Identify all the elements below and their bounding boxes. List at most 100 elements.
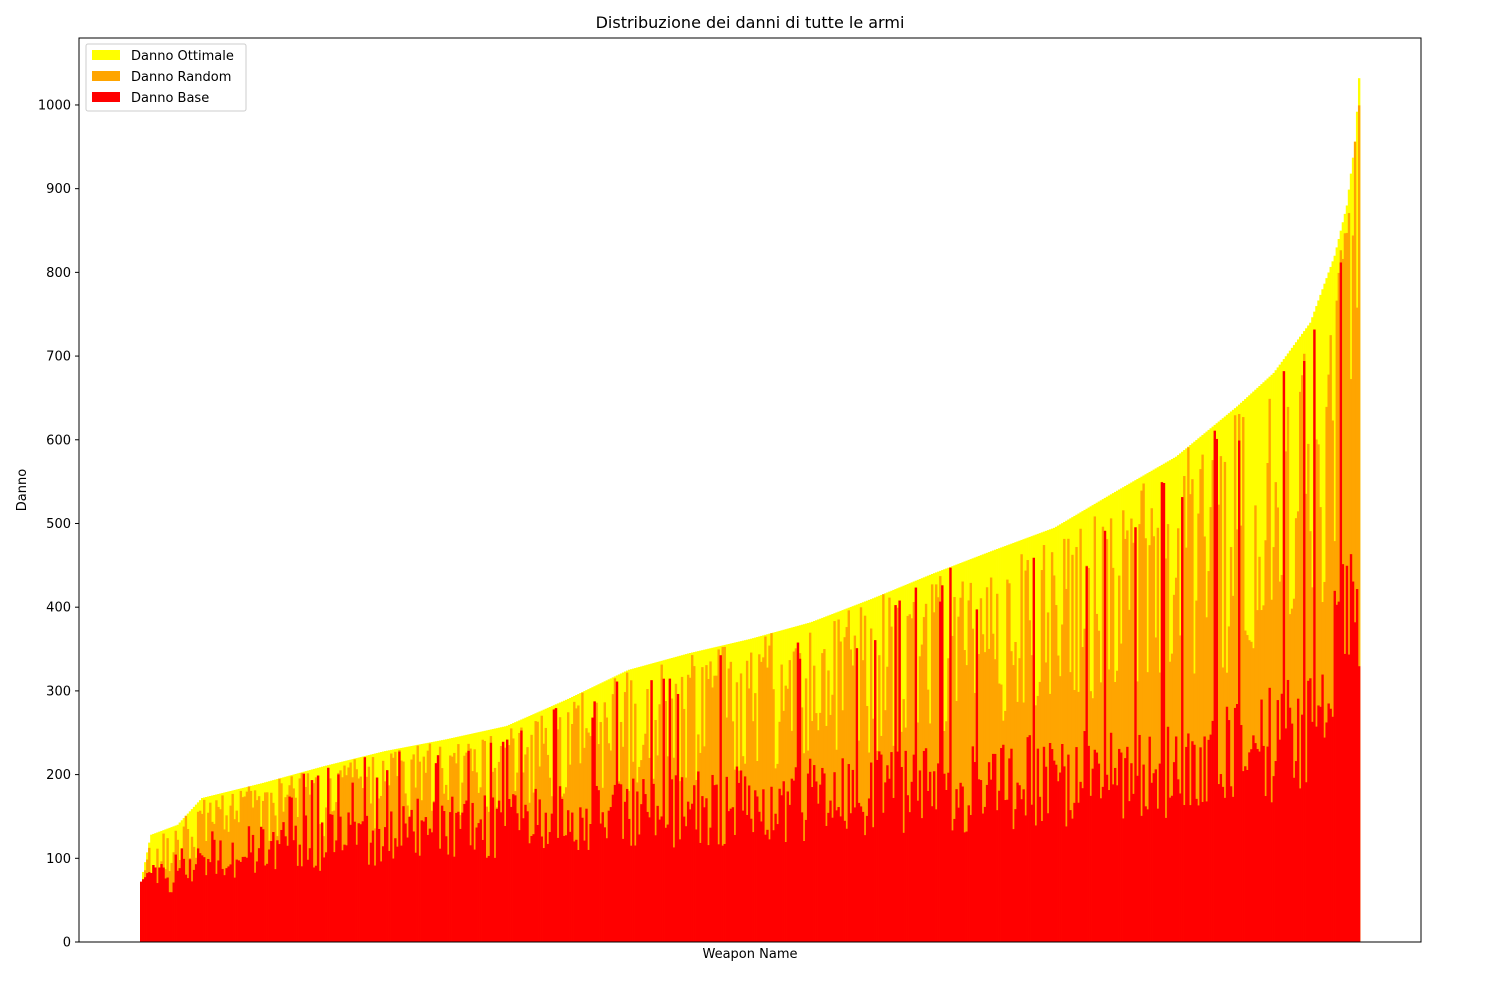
bar-danno-base — [453, 856, 456, 942]
bar-danno-base — [638, 834, 641, 942]
bar-danno-base — [538, 799, 541, 942]
bar-danno-base — [1323, 737, 1326, 942]
bar-danno-base — [1250, 749, 1253, 942]
bar-danno-random — [1142, 483, 1145, 942]
bar-danno-random — [772, 689, 775, 942]
bar-danno-base — [274, 869, 277, 942]
bar-danno-random — [473, 749, 476, 942]
bar-danno-base — [908, 812, 911, 942]
bar-danno-base — [918, 770, 922, 942]
bar-danno-base — [264, 865, 267, 942]
bar-danno-base — [325, 852, 328, 942]
bar-danno-base — [837, 807, 840, 942]
bar-danno-base — [424, 817, 428, 942]
bar-danno-base — [1244, 766, 1247, 942]
bar-danno-random — [1079, 528, 1082, 942]
bar-danno-base — [524, 804, 527, 942]
bar-danno-base — [272, 832, 275, 942]
bar-danno-base — [898, 600, 901, 942]
bar-danno-base — [703, 807, 706, 942]
bar-danno-base — [774, 813, 777, 942]
bar-danno-base — [910, 781, 914, 942]
bar-danno-base — [164, 878, 167, 942]
bar-danno-random — [784, 685, 787, 942]
bar-danno-base — [674, 775, 678, 942]
bar-danno-random — [453, 752, 456, 942]
bar-danno-base — [825, 825, 828, 942]
bar-danno-random — [1219, 456, 1223, 942]
bar-danno-base — [780, 795, 783, 942]
bar-danno-random — [392, 757, 395, 942]
bar-danno-base — [731, 807, 735, 942]
bar-danno-base — [1138, 734, 1141, 942]
bar-danno-base — [253, 872, 257, 942]
bar-danno-base — [306, 859, 310, 942]
bar-danno-random — [1217, 504, 1221, 942]
bar-danno-base — [489, 742, 493, 942]
bar-danno-random — [837, 619, 840, 942]
bar-danno-base — [689, 809, 692, 942]
bar-danno-base — [601, 812, 604, 942]
bar-danno-base — [473, 849, 476, 942]
bar-danno-base — [1174, 736, 1178, 942]
bar-danno-base — [1065, 826, 1068, 942]
bar-danno-base — [1081, 788, 1084, 942]
legend-swatch-danno-base — [92, 92, 120, 102]
bar-danno-base — [1260, 699, 1263, 942]
bar-danno-base — [711, 774, 714, 942]
bar-danno-base — [408, 816, 411, 942]
bar-danno-random — [1177, 528, 1180, 942]
bar-danno-base — [900, 766, 903, 942]
bar-danno-random — [752, 721, 755, 942]
bar-danno-base — [1040, 821, 1044, 942]
bar-danno-random — [1030, 655, 1033, 942]
bar-danno-base — [874, 640, 877, 942]
bar-danno-base — [266, 863, 269, 942]
bar-danno-base — [463, 803, 466, 942]
bar-danno-base — [1235, 704, 1239, 942]
bar-danno-base — [802, 841, 806, 942]
bar-danno-base — [154, 867, 157, 942]
bar-danno-base — [920, 818, 924, 942]
bar-danno-random — [1065, 588, 1068, 942]
bar-danno-random — [1144, 538, 1147, 942]
bar-danno-base — [628, 818, 631, 942]
bar-danno-random — [253, 790, 257, 942]
bar-danno-base — [1331, 716, 1334, 942]
bar-danno-base — [664, 827, 667, 942]
bar-danno-base — [394, 838, 397, 942]
bar-danno-base — [794, 767, 798, 942]
bar-danno-base — [284, 836, 287, 942]
bar-danno-base — [1085, 566, 1088, 942]
bar-danno-random — [1164, 558, 1168, 942]
bar-danno-base — [544, 812, 548, 942]
bar-danno-random — [707, 678, 710, 942]
bar-danno-base — [349, 824, 352, 942]
bar-danno-base — [969, 814, 972, 942]
bar-danno-base — [1091, 768, 1094, 942]
bar-danno-base — [1229, 786, 1233, 942]
bar-danno-base — [581, 817, 584, 942]
bar-danno-base — [1152, 773, 1155, 942]
bar-danno-base — [737, 782, 741, 942]
bar-danno-base — [412, 831, 415, 942]
bar-danno-random — [888, 597, 891, 942]
bar-danno-base — [786, 791, 789, 942]
bar-danno-base — [184, 874, 188, 942]
bar-danno-base — [1319, 706, 1322, 942]
bar-danno-random — [306, 773, 310, 942]
bar-danno-base — [973, 762, 977, 942]
bar-danno-base — [819, 784, 822, 942]
bar-danno-base — [1067, 754, 1070, 942]
bar-danno-base — [625, 788, 629, 942]
bar-danno-base — [459, 828, 462, 942]
bar-danno-base — [721, 845, 724, 942]
bar-danno-base — [865, 815, 869, 942]
bar-danno-base — [660, 816, 663, 942]
bar-danno-random — [1325, 406, 1328, 942]
bar-danno-base — [1032, 557, 1036, 942]
bar-danno-random — [1229, 547, 1233, 942]
bar-danno-base — [392, 858, 395, 942]
bar-danno-base — [896, 751, 899, 942]
bar-danno-base — [719, 655, 722, 942]
